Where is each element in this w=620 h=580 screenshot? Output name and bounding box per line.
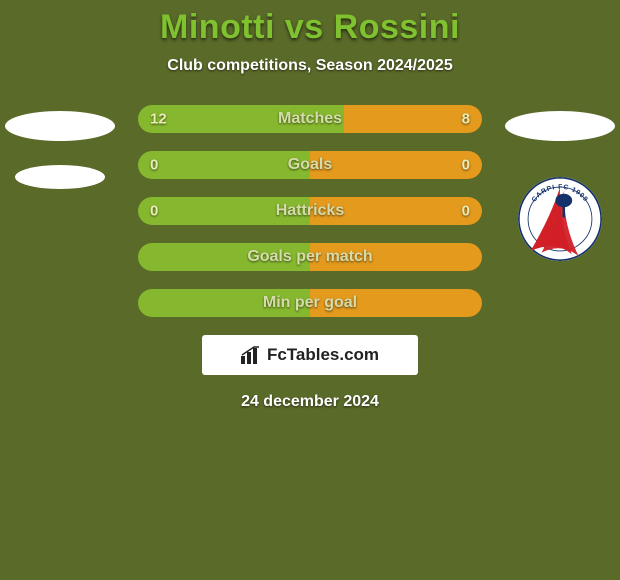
bar-value-left: 0: [150, 203, 158, 220]
right-player-photo-placeholder: [505, 111, 615, 141]
bar-label: Matches: [278, 110, 342, 128]
left-player-photo-placeholder: [5, 111, 115, 141]
bar-value-left: 0: [150, 157, 158, 174]
right-club-badge: CARPI FC 1909: [518, 177, 602, 261]
bar-label: Hattricks: [276, 202, 344, 220]
bar-label: Goals per match: [247, 248, 372, 266]
stat-bar: Matches 12 8: [138, 105, 482, 133]
bar-value-right: 8: [462, 111, 470, 128]
stat-bar: Min per goal: [138, 289, 482, 317]
page-title: Minotti vs Rossini: [0, 0, 620, 47]
carpi-badge-icon: CARPI FC 1909: [518, 177, 602, 261]
stat-bar: Goals per match: [138, 243, 482, 271]
left-club-placeholder: [15, 165, 105, 189]
bar-chart-icon: [241, 346, 263, 364]
content-area: CARPI FC 1909 Matches128Goals00Hattricks…: [0, 105, 620, 411]
bar-label: Min per goal: [263, 294, 357, 312]
stat-bar: Goals 0 0: [138, 151, 482, 179]
bar-fill-left: [138, 151, 310, 179]
bar-value-right: 0: [462, 203, 470, 220]
bar-fill-right: [310, 151, 482, 179]
footer-date: 24 december 2024: [0, 393, 620, 411]
right-player-column: CARPI FC 1909: [500, 105, 620, 261]
footer-logo-text: FcTables.com: [267, 345, 379, 365]
page-subtitle: Club competitions, Season 2024/2025: [0, 57, 620, 75]
bar-label: Goals: [288, 156, 332, 174]
stat-bar: Hattricks 0 0: [138, 197, 482, 225]
footer-logo: FcTables.com: [202, 335, 418, 375]
comparison-bars: Matches 12 8 Goals 0 0 Hattricks 0 0 Goals per ma…: [138, 105, 482, 317]
left-player-column: [0, 105, 120, 189]
bar-value-left: 12: [150, 111, 167, 128]
bar-value-right: 0: [462, 157, 470, 174]
page-root: Minotti vs Rossini Club competitions, Se…: [0, 0, 620, 580]
